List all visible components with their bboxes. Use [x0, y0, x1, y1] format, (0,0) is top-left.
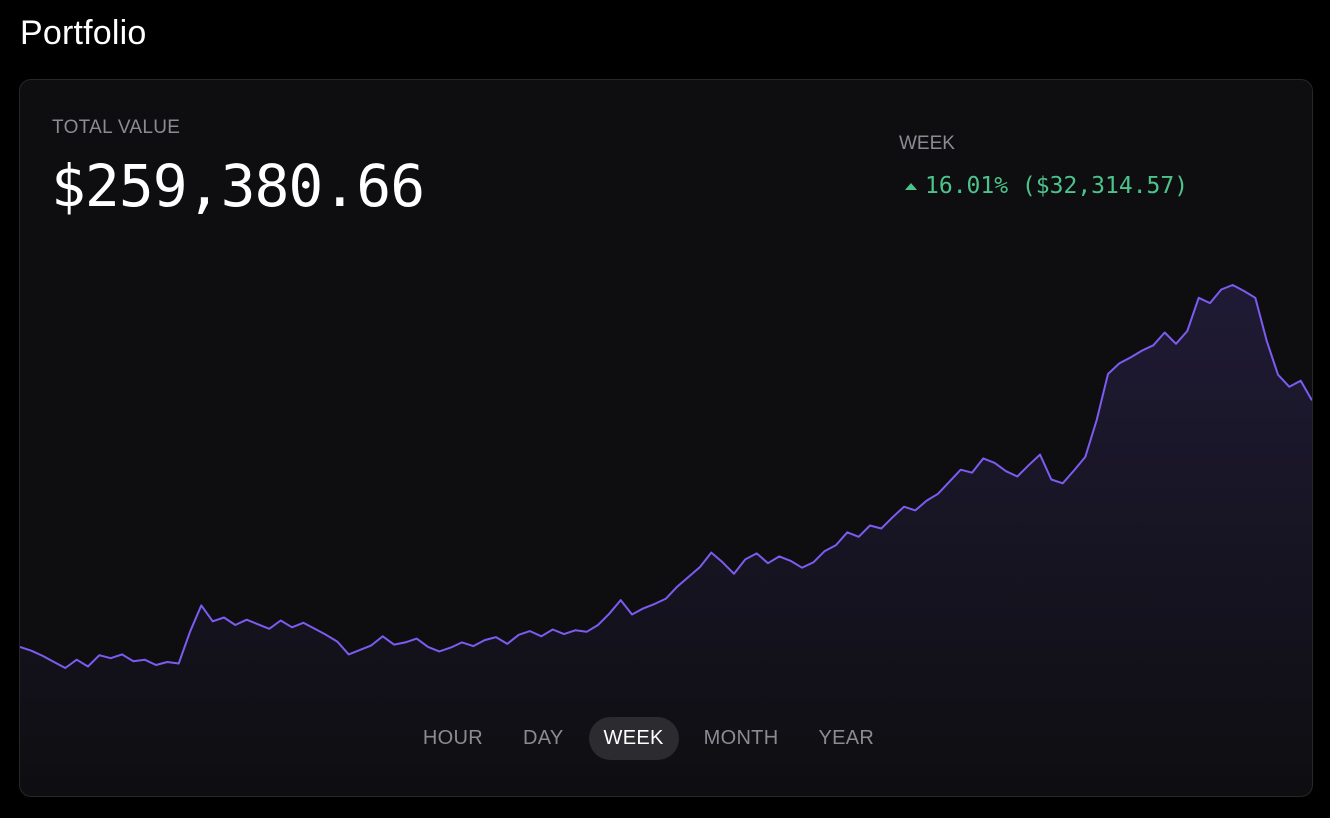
time-range-tabs: HOUR DAY WEEK MONTH YEAR: [20, 717, 1312, 760]
change-indicator: 16.01% ($32,314.57): [905, 173, 1188, 199]
chart-series-line: [20, 284, 1312, 669]
total-value-label: TOTAL VALUE: [52, 117, 181, 138]
page-title: Portfolio: [20, 14, 147, 52]
range-tab-day[interactable]: DAY: [522, 727, 564, 749]
portfolio-card: TOTAL VALUE $259,380.66 WEEK 16.01% ($32…: [19, 79, 1313, 797]
range-tab-week[interactable]: WEEK: [588, 717, 679, 760]
change-period-label: WEEK: [899, 133, 955, 154]
range-tab-month[interactable]: MONTH: [703, 727, 779, 749]
up-arrow-icon: [905, 182, 917, 190]
range-tab-hour[interactable]: HOUR: [422, 727, 483, 749]
range-tab-year[interactable]: YEAR: [818, 727, 875, 749]
chart-area-fill: [20, 285, 1312, 796]
change-amount: 16.01% ($32,314.57): [925, 173, 1189, 199]
portfolio-chart: [20, 284, 1312, 796]
total-value-amount: $259,380.66: [51, 152, 425, 220]
